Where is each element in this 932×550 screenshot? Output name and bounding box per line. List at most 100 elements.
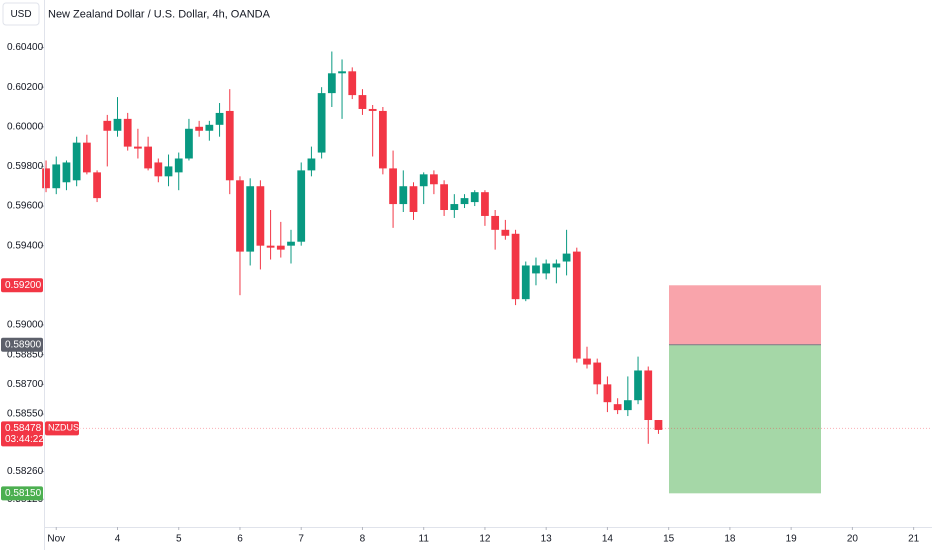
candle-body bbox=[42, 168, 50, 189]
candle-body bbox=[450, 204, 459, 211]
x-tick-label: 8 bbox=[360, 534, 366, 545]
candle-body bbox=[654, 420, 663, 430]
x-tick-label: 14 bbox=[602, 534, 614, 545]
candle-body bbox=[368, 108, 377, 111]
y-tick-label: 0.58260 bbox=[7, 466, 44, 477]
last-price-label: 0.58478 bbox=[5, 423, 42, 434]
candle-body bbox=[103, 120, 112, 131]
candle-body bbox=[266, 245, 275, 248]
candle-body bbox=[154, 162, 163, 177]
candle-body bbox=[62, 162, 71, 183]
candle-body bbox=[501, 229, 510, 236]
candle-body bbox=[276, 245, 285, 250]
candle-body bbox=[378, 110, 387, 169]
stop-zone bbox=[669, 285, 821, 345]
x-tick-label: 20 bbox=[847, 534, 859, 545]
plot-area bbox=[42, 51, 932, 494]
target-price-label-bg bbox=[1, 486, 43, 501]
candle-body bbox=[307, 158, 316, 171]
x-tick-label: 12 bbox=[479, 534, 491, 545]
x-tick-label: 6 bbox=[237, 534, 243, 545]
candle-body bbox=[72, 142, 81, 181]
stop-price-label-bg bbox=[1, 278, 43, 293]
candle-body bbox=[123, 118, 132, 147]
candle-body bbox=[338, 71, 346, 74]
x-tick-label: 7 bbox=[298, 534, 304, 545]
y-tick-label: 0.59800 bbox=[7, 161, 44, 172]
axes: 0.60400 0.60200 0.60000 0.59800 0.59600 0.594… bbox=[1, 42, 920, 545]
x-tick-label: 13 bbox=[541, 534, 553, 545]
candle-body bbox=[52, 164, 61, 189]
candle-body bbox=[460, 198, 469, 205]
candle-body bbox=[623, 400, 632, 411]
candle-body bbox=[634, 370, 642, 401]
candle-body bbox=[236, 180, 244, 252]
entry-price-label: 0.58900 bbox=[5, 339, 42, 350]
candle-body bbox=[603, 384, 612, 403]
candle-body bbox=[644, 370, 653, 421]
candle-body bbox=[164, 166, 173, 177]
y-tick-label: 0.58700 bbox=[7, 379, 44, 390]
candle-body bbox=[613, 404, 622, 411]
x-tick-label: 18 bbox=[724, 534, 736, 545]
y-tick-label: 0.59000 bbox=[7, 320, 44, 331]
candle-body bbox=[440, 184, 448, 211]
y-tick-label: 0.58550 bbox=[7, 409, 44, 420]
y-tick-label: 0.60000 bbox=[7, 121, 44, 132]
candle-body bbox=[409, 186, 418, 212]
x-tick-label: 21 bbox=[908, 534, 920, 545]
x-tick-label: 5 bbox=[176, 534, 182, 545]
candle-body bbox=[419, 174, 428, 187]
candle-body bbox=[297, 170, 306, 242]
candle-body bbox=[82, 142, 91, 173]
candle-body bbox=[287, 241, 295, 246]
symbol-tag: NZDUSD bbox=[48, 423, 86, 433]
candle-body bbox=[521, 265, 530, 300]
chart-title: New Zealand Dollar / U.S. Dollar, 4h, OA… bbox=[48, 8, 271, 20]
candle-body bbox=[470, 192, 479, 203]
entry-price-label-bg bbox=[1, 337, 43, 352]
candle-body bbox=[348, 71, 357, 96]
x-tick-label: 15 bbox=[663, 534, 675, 545]
candle-body bbox=[317, 93, 326, 153]
candle-body bbox=[144, 146, 152, 169]
y-tick-label: 0.60400 bbox=[7, 42, 44, 53]
last-price-bg bbox=[1, 421, 43, 447]
candle-body bbox=[185, 128, 193, 159]
x-tick-label: 4 bbox=[115, 534, 121, 545]
candle-body bbox=[195, 126, 204, 131]
x-tick-label: Nov bbox=[47, 534, 65, 545]
candle-body bbox=[583, 358, 591, 365]
candle-body bbox=[246, 186, 255, 252]
target-price-label: 0.58150 bbox=[5, 488, 42, 499]
candle-body bbox=[215, 112, 224, 125]
symbol-tag-bg bbox=[45, 421, 79, 436]
candle-body bbox=[225, 110, 234, 181]
currency-label: USD bbox=[10, 9, 31, 20]
candle-body bbox=[93, 172, 101, 199]
candle-body bbox=[593, 362, 602, 385]
candle-body bbox=[532, 265, 540, 274]
candle-body bbox=[572, 251, 581, 359]
candle-body bbox=[481, 192, 489, 216]
y-tick-label: 0.59600 bbox=[7, 201, 44, 212]
candle-body bbox=[358, 95, 367, 109]
candle-body bbox=[256, 186, 265, 246]
candle-body bbox=[511, 233, 520, 300]
stop-price-label: 0.59200 bbox=[5, 280, 42, 291]
candle-body bbox=[430, 174, 438, 185]
y-tick-label: 0.59400 bbox=[7, 240, 44, 251]
candle-body bbox=[552, 263, 561, 268]
candle-body bbox=[399, 186, 408, 205]
target-zone bbox=[669, 344, 821, 494]
y-tick-label: 0.58850 bbox=[7, 349, 44, 360]
candle-body bbox=[174, 158, 183, 173]
x-tick-label: 11 bbox=[419, 534, 430, 545]
countdown-label: 03:44:22 bbox=[5, 434, 44, 445]
currency-button[interactable] bbox=[2, 2, 40, 26]
candle-body bbox=[562, 253, 571, 262]
y-tick-label: 0.60200 bbox=[7, 82, 44, 93]
candle-body bbox=[542, 263, 551, 274]
candle-body bbox=[389, 168, 397, 205]
